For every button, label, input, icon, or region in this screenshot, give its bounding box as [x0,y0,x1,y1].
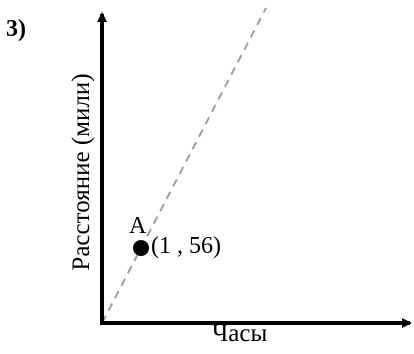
point-a-marker [133,240,149,256]
y-axis-label: Расстояние (мили) [68,73,95,271]
point-a-label: A [129,213,147,239]
proportional-dashed-line [101,7,267,324]
point-a-coordinates: (1 , 56) [151,233,221,259]
problem-number: 3) [6,16,26,42]
x-axis-label: Часы [212,320,268,347]
